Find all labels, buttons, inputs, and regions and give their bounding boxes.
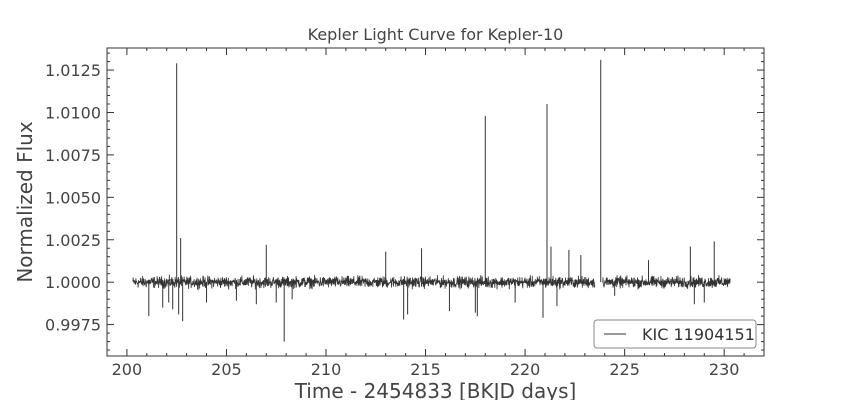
y-ticks: 0.9975 1.0000 1.0025 1.0050 1.0075 1.0100 1.01… — [45, 52, 764, 351]
series-line-segment — [132, 274, 596, 291]
series-line-segment — [602, 274, 731, 291]
x-tick-label: 225 — [609, 360, 640, 379]
x-axis-label: Time - 2454833 [BKJD days] — [294, 379, 577, 400]
y-tick-label: 1.0025 — [45, 231, 101, 250]
x-tick-label: 210 — [311, 360, 342, 379]
y-tick-label: 0.9975 — [45, 316, 101, 335]
x-ticks: 200 205 210 215 220 225 230 — [106, 48, 765, 379]
legend: KIC 11904151 — [593, 319, 757, 349]
chart-title: Kepler Light Curve for Kepler-10 — [308, 25, 564, 44]
x-tick-label: 205 — [211, 360, 242, 379]
y-tick-label: 1.0050 — [45, 188, 101, 207]
legend-box — [593, 319, 757, 349]
y-tick-label: 1.0075 — [45, 146, 101, 165]
y-tick-label: 1.0100 — [45, 103, 101, 122]
series-group — [132, 59, 731, 342]
plot-frame — [106, 47, 765, 357]
x-tick-label: 220 — [510, 360, 541, 379]
y-tick-label: 1.0125 — [45, 61, 101, 80]
legend-label: KIC 11904151 — [642, 325, 755, 344]
y-axis-label: Normalized Flux — [13, 121, 37, 283]
y-tick-label: 1.0000 — [45, 273, 101, 292]
x-tick-label: 230 — [709, 360, 740, 379]
x-tick-label: 200 — [112, 360, 143, 379]
x-tick-label: 215 — [410, 360, 441, 379]
